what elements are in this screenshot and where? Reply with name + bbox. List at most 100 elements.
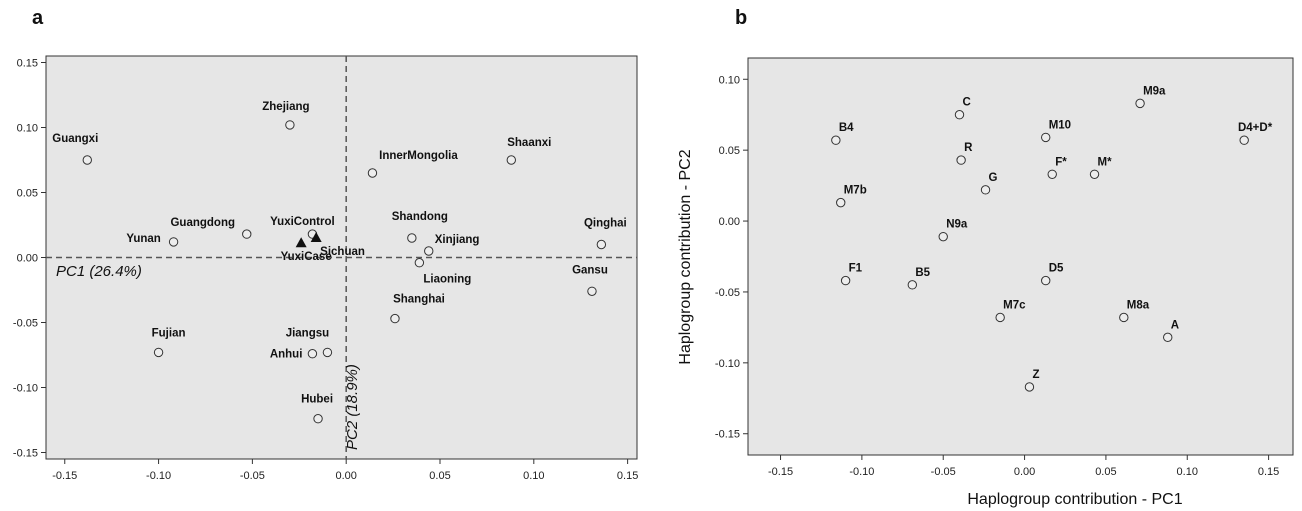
point-gansu-label: Gansu bbox=[572, 264, 608, 276]
panel-b-haplogroup-contributions: b -0.15 -0.10 -0.05 0.00 0.05 0.10 0.15 0.10 0.0… bbox=[677, 7, 1294, 508]
point-b4-label: B4 bbox=[839, 122, 854, 134]
panel-a-pca-populations: a -0.15 -0.10 -0.05 0.00 0.05 0.10 0.15 0.15 0.1… bbox=[13, 7, 638, 482]
point-guangxi-label: Guangxi bbox=[52, 133, 98, 145]
x-tick-label: -0.05 bbox=[240, 470, 265, 482]
point-g-label: G bbox=[989, 172, 998, 184]
point-shanghai-label: Shanghai bbox=[393, 294, 445, 306]
y-tick-label: -0.10 bbox=[715, 358, 740, 370]
point-f1-marker bbox=[840, 275, 851, 286]
y-axis-title: Haplogroup contribution - PC2 bbox=[677, 149, 694, 364]
y-tick-label: 0.15 bbox=[17, 58, 38, 70]
y-tick-label: -0.15 bbox=[13, 448, 38, 460]
point-m7b-marker bbox=[836, 197, 846, 208]
panel-a-points: Guangxi Zhejiang InnerMongolia Shaanxi Guang… bbox=[52, 101, 627, 424]
point-shandong-marker bbox=[407, 233, 417, 243]
point-gansu-marker bbox=[587, 286, 597, 296]
panel-b-axes: -0.15 -0.10 -0.05 0.00 0.05 0.10 0.15 0.10 0.05 0… bbox=[715, 74, 1279, 478]
point-m8a-label: M8a bbox=[1127, 299, 1150, 311]
point-m8a-marker bbox=[1119, 312, 1129, 323]
point-xinjiang-marker bbox=[424, 246, 434, 256]
point-n9a-label: N9a bbox=[946, 219, 968, 231]
point-yunan-label: Yunan bbox=[126, 233, 161, 245]
point-a-label: A bbox=[1171, 319, 1179, 331]
point-m-marker bbox=[1089, 169, 1100, 179]
point-f-marker bbox=[1047, 169, 1057, 179]
point-xinjiang-label: Xinjiang bbox=[435, 234, 480, 246]
point-m10-label: M10 bbox=[1049, 119, 1071, 131]
point-shaanxi-marker bbox=[506, 155, 516, 165]
point-d4-d-label: D4+D* bbox=[1238, 122, 1273, 134]
point-yunan-marker bbox=[168, 237, 179, 247]
point-shanghai-marker bbox=[390, 313, 400, 324]
x-tick-label: 0.15 bbox=[617, 470, 638, 482]
point-m9a-label: M9a bbox=[1143, 85, 1166, 97]
x-tick-label: -0.15 bbox=[52, 470, 77, 482]
point-m-label: M* bbox=[1098, 156, 1113, 168]
y-tick-label: -0.15 bbox=[715, 429, 740, 441]
y-tick-label: 0.05 bbox=[719, 145, 740, 157]
x-tick-label: -0.10 bbox=[146, 470, 171, 482]
point-z-marker bbox=[1024, 382, 1035, 392]
point-shandong-label: Shandong bbox=[392, 211, 448, 223]
panel-a-letter: a bbox=[32, 7, 44, 29]
point-guangxi-marker bbox=[82, 155, 92, 165]
x-tick-label: 0.05 bbox=[1095, 466, 1116, 478]
x-tick-label: 0.05 bbox=[429, 470, 450, 482]
point-m7c-marker bbox=[995, 312, 1005, 323]
point-zhejiang-marker bbox=[285, 120, 295, 130]
point-liaoning-marker bbox=[414, 258, 425, 268]
point-yuxicase-marker bbox=[295, 237, 307, 248]
y-tick-label: 0.10 bbox=[719, 74, 740, 86]
x-tick-label: -0.10 bbox=[849, 466, 874, 478]
point-innermongolia-marker bbox=[367, 168, 378, 178]
point-hubei-label: Hubei bbox=[301, 394, 333, 406]
y-tick-label: -0.10 bbox=[13, 383, 38, 395]
point-n9a-marker bbox=[938, 231, 948, 242]
point-r-marker bbox=[956, 155, 966, 165]
point-yuxicontrol-label: YuxiControl bbox=[270, 216, 335, 228]
point-r-label: R bbox=[964, 142, 973, 154]
point-a-marker bbox=[1163, 332, 1173, 343]
pc2-label: PC2 (18.9%) bbox=[344, 364, 361, 450]
panel-b-letter: b bbox=[735, 7, 747, 29]
point-m10-marker bbox=[1041, 132, 1051, 143]
point-yuxicase-label: YuxiCase bbox=[281, 251, 332, 263]
point-sichuan-marker bbox=[310, 232, 322, 242]
point-sichuan-label: Sichuan bbox=[320, 246, 365, 258]
x-tick-label: 0.00 bbox=[335, 470, 356, 482]
point-g-marker bbox=[980, 185, 991, 195]
point-f1-label: F1 bbox=[849, 263, 863, 275]
x-tick-label: -0.05 bbox=[931, 466, 956, 478]
point-shaanxi-label: Shaanxi bbox=[507, 137, 551, 149]
panel-a-axes: -0.15 -0.10 -0.05 0.00 0.05 0.10 0.15 0.15 0.10 0… bbox=[13, 58, 638, 483]
point-jiangsu-label: Jiangsu bbox=[286, 327, 329, 339]
x-tick-label: -0.15 bbox=[768, 466, 793, 478]
point-anhui-label: Anhui bbox=[270, 349, 303, 361]
point-m7b-label: M7b bbox=[844, 185, 867, 197]
x-tick-label: 0.00 bbox=[1014, 466, 1035, 478]
y-tick-label: 0.05 bbox=[17, 188, 38, 200]
point-zhejiang-label: Zhejiang bbox=[262, 101, 309, 113]
point-b5-label: B5 bbox=[915, 267, 930, 279]
point-z-label: Z bbox=[1032, 369, 1039, 381]
point-guangdong-label: Guangdong bbox=[170, 217, 235, 229]
point-fujian-label: Fujian bbox=[152, 327, 186, 339]
x-tick-label: 0.10 bbox=[1177, 466, 1198, 478]
pc1-label: PC1 (26.4%) bbox=[56, 263, 142, 280]
point-hubei-marker bbox=[313, 414, 323, 424]
point-b5-marker bbox=[907, 280, 918, 290]
y-tick-label: 0.00 bbox=[719, 216, 740, 228]
y-tick-label: 0.10 bbox=[17, 123, 38, 135]
point-c-marker bbox=[954, 110, 965, 120]
panel-b-plot-area bbox=[747, 57, 1294, 456]
x-tick-label: 0.15 bbox=[1258, 466, 1279, 478]
point-f-label: F* bbox=[1055, 156, 1067, 168]
point-d5-label: D5 bbox=[1049, 263, 1064, 275]
panel-b-points: B4 C M10 M9a D4+D* R F* M* G M7b N9a F1 B5 D5 M7c M8a A Z bbox=[831, 85, 1273, 392]
point-qinghai-marker bbox=[596, 239, 607, 250]
point-d4-d-marker bbox=[1239, 135, 1249, 145]
point-fujian-marker bbox=[153, 347, 164, 358]
point-b4-marker bbox=[831, 135, 841, 145]
point-innermongolia-label: InnerMongolia bbox=[379, 150, 458, 162]
